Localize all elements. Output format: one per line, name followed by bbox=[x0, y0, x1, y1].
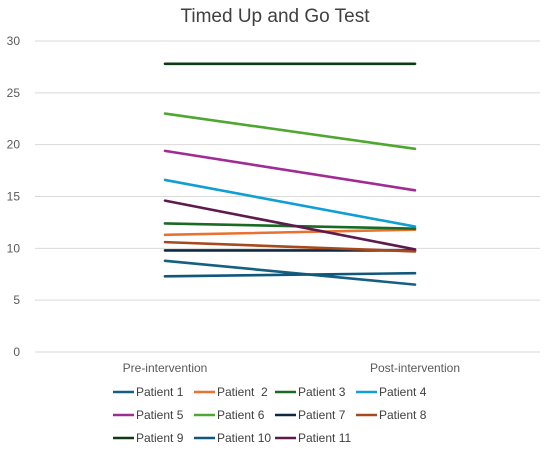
y-axis-ticks: 0 5 10 15 20 25 30 bbox=[7, 34, 21, 359]
legend-label: Patient 1 bbox=[136, 385, 184, 399]
y-tick-label: 20 bbox=[7, 138, 21, 152]
x-tick-label: Pre-intervention bbox=[123, 361, 208, 375]
legend-label: Patient 5 bbox=[136, 408, 184, 422]
y-tick-label: 25 bbox=[7, 86, 21, 100]
series-line-2 bbox=[163, 228, 417, 237]
x-axis-ticks: Pre-intervention Post-intervention bbox=[123, 361, 460, 375]
series-line-4 bbox=[163, 178, 417, 228]
y-tick-label: 5 bbox=[13, 293, 20, 307]
legend-label: Patient 7 bbox=[298, 408, 346, 422]
legend-label: Patient 3 bbox=[298, 385, 346, 399]
series-line-8 bbox=[163, 240, 417, 253]
y-tick-label: 30 bbox=[7, 34, 21, 48]
legend-label: Patient 10 bbox=[217, 431, 271, 445]
series-line-5 bbox=[163, 149, 417, 192]
chart-title: Timed Up and Go Test bbox=[180, 6, 370, 27]
legend-label: Patient 11 bbox=[298, 431, 351, 445]
series-line-6 bbox=[163, 112, 417, 151]
x-tick-label: Post-intervention bbox=[370, 361, 460, 375]
gridlines bbox=[35, 40, 540, 353]
legend-label: Patient 4 bbox=[379, 385, 427, 399]
legend: Patient 1 Patient 2 Patient 3 Patient 4 Pati… bbox=[113, 385, 427, 445]
legend-label: Patient 9 bbox=[136, 431, 184, 445]
series-line-11 bbox=[163, 199, 417, 251]
series-line-10 bbox=[163, 271, 417, 278]
y-tick-label: 15 bbox=[7, 190, 21, 204]
series-lines bbox=[163, 62, 417, 286]
legend-label: Patient 2 bbox=[217, 385, 268, 399]
legend-label: Patient 6 bbox=[217, 408, 265, 422]
y-tick-label: 10 bbox=[7, 241, 21, 255]
series-line-1 bbox=[163, 259, 417, 286]
legend-label: Patient 8 bbox=[379, 408, 427, 422]
y-tick-label: 0 bbox=[13, 345, 20, 359]
